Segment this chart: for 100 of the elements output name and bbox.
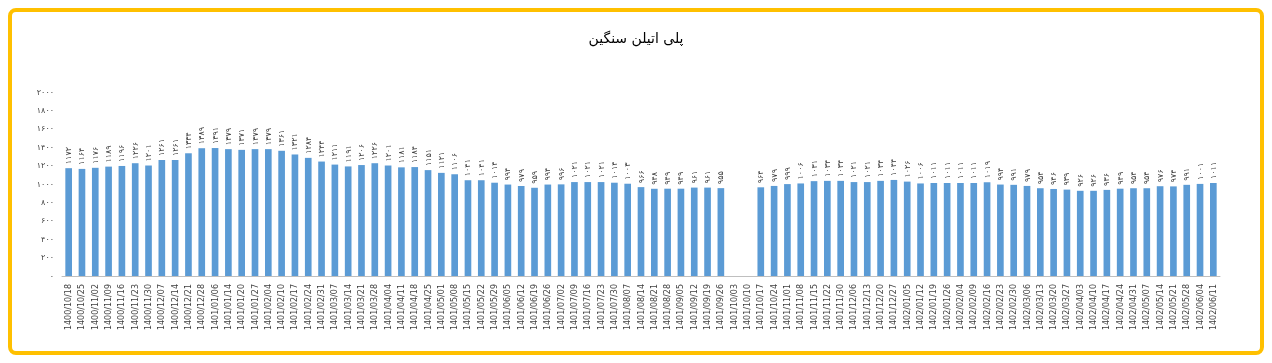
x-tick-label: 1401/09/12 bbox=[689, 284, 699, 331]
data-label: ۹۹۱ bbox=[1182, 167, 1192, 181]
x-tick-label: 1401/10/17 bbox=[756, 284, 766, 331]
data-label: ۹۷۹ bbox=[769, 169, 779, 182]
data-label: ۱۳۸۹ bbox=[197, 127, 207, 145]
x-tick-label: 1401/07/30 bbox=[609, 284, 619, 331]
data-label: ۱۳۳۴ bbox=[183, 132, 193, 150]
bar bbox=[78, 168, 86, 276]
x-tick-label: 1401/05/22 bbox=[476, 284, 486, 331]
data-label: ۱۲۰۶ bbox=[356, 143, 366, 162]
bar bbox=[717, 188, 725, 276]
data-label: ۱۲۶۱ bbox=[157, 138, 167, 156]
bar bbox=[690, 187, 698, 276]
data-label: ۹۲۶ bbox=[1089, 173, 1099, 187]
x-tick-label: 1401/03/14 bbox=[343, 284, 353, 331]
bar bbox=[637, 187, 645, 276]
bar bbox=[371, 163, 379, 276]
data-label: ۱۰۱۱ bbox=[955, 161, 965, 179]
bar bbox=[251, 149, 259, 276]
bar bbox=[238, 149, 246, 276]
data-label: ۱۱۸۴ bbox=[410, 145, 420, 164]
bar bbox=[917, 183, 924, 276]
bar bbox=[997, 184, 1004, 276]
bar bbox=[1196, 183, 1204, 276]
bar bbox=[158, 159, 166, 276]
bar bbox=[531, 187, 538, 276]
y-tick-label: ۶۰۰ bbox=[41, 216, 54, 226]
data-label: ۱۲۸۴ bbox=[303, 136, 313, 154]
bar bbox=[890, 179, 898, 276]
bar bbox=[464, 180, 472, 276]
x-tick-label: 1402/06/04 bbox=[1195, 284, 1205, 331]
data-label: ۱۲۶۱ bbox=[170, 138, 180, 156]
x-tick-label: 1401/06/05 bbox=[503, 284, 513, 331]
x-tick-label: 1401/10/03 bbox=[729, 284, 739, 331]
x-tick-label: 1401/06/26 bbox=[543, 284, 553, 331]
data-label: ۹۷۶ bbox=[1155, 169, 1165, 183]
data-label: ۹۹۶ bbox=[556, 167, 566, 181]
bar bbox=[877, 180, 884, 276]
data-label: ۱۱۶۴ bbox=[77, 147, 87, 165]
data-label: ۹۴۹ bbox=[663, 171, 673, 185]
data-label: ۱۲۴۴ bbox=[317, 140, 327, 158]
bar bbox=[131, 163, 139, 276]
bar bbox=[105, 166, 112, 276]
x-tick-label: 1401/08/21 bbox=[649, 284, 659, 331]
bar bbox=[1210, 182, 1217, 276]
x-tick-label: 1401/12/20 bbox=[876, 284, 886, 331]
data-label: ۱۰۱۱ bbox=[942, 161, 952, 179]
x-tick-label: 1401/05/08 bbox=[450, 284, 460, 331]
bar bbox=[384, 165, 392, 276]
x-tick-label: 1402/06/11 bbox=[1208, 284, 1218, 331]
x-tick-label: 1401/03/21 bbox=[356, 284, 366, 331]
bar bbox=[597, 182, 605, 276]
x-tick-label: 1401/01/06 bbox=[210, 284, 220, 331]
x-tick-label: 1400/11/02 bbox=[90, 284, 100, 331]
x-tick-label: 1401/12/06 bbox=[849, 284, 859, 331]
data-label: ۹۴۹ bbox=[676, 171, 686, 185]
data-label: ۹۲۶ bbox=[1075, 173, 1085, 187]
data-label: ۹۴۶ bbox=[1049, 172, 1059, 185]
x-tick-label: 1401/08/07 bbox=[623, 284, 633, 331]
x-tick-label: 1401/03/28 bbox=[370, 284, 380, 331]
bar bbox=[784, 184, 791, 276]
y-tick-label: ۲۰۰۰ bbox=[36, 87, 54, 97]
bar bbox=[810, 181, 818, 276]
bar bbox=[863, 182, 871, 276]
x-tick-label: 1401/04/11 bbox=[396, 284, 406, 331]
bar bbox=[557, 184, 565, 276]
x-tick-label: 1401/12/13 bbox=[862, 284, 872, 331]
bar bbox=[504, 184, 512, 276]
data-label: ۹۷۹ bbox=[1022, 169, 1032, 182]
data-label: ۱۰۰۶ bbox=[916, 162, 926, 180]
y-tick-label: ۰ bbox=[49, 271, 54, 281]
y-tick-label: ۱۰۰۰ bbox=[36, 179, 54, 189]
bar bbox=[544, 184, 552, 276]
x-tick-label: 1402/05/21 bbox=[1168, 284, 1178, 331]
bar bbox=[171, 159, 179, 276]
data-label: ۱۰۲۱ bbox=[596, 160, 606, 179]
x-tick-label: 1401/07/09 bbox=[569, 284, 579, 331]
x-tick-label: 1401/02/17 bbox=[290, 284, 300, 331]
bar bbox=[1130, 188, 1137, 276]
x-tick-label: 1401/07/02 bbox=[556, 284, 566, 331]
x-tick-label: 1401/06/12 bbox=[516, 284, 526, 331]
x-tick-label: 1401/09/05 bbox=[676, 284, 686, 331]
data-label: ۱۳۷۱ bbox=[237, 128, 247, 146]
y-tick-label: ۱۴۰۰ bbox=[36, 142, 54, 152]
data-label: ۱۳۹۱ bbox=[210, 126, 220, 145]
bar bbox=[571, 182, 578, 276]
data-label: ۱۱۷۲ bbox=[64, 146, 74, 165]
x-tick-label: 1400/12/28 bbox=[197, 284, 207, 331]
data-label: ۹۵۹ bbox=[530, 170, 540, 184]
x-tick-label: 1400/11/23 bbox=[130, 284, 140, 331]
x-tick-label: 1401/12/27 bbox=[889, 284, 899, 331]
bar bbox=[344, 166, 352, 276]
x-tick-label: 1401/02/04 bbox=[263, 284, 273, 331]
bar bbox=[1090, 190, 1097, 276]
data-label: ۱۰۱۴ bbox=[490, 161, 500, 179]
bar bbox=[930, 182, 938, 276]
bar bbox=[903, 181, 911, 276]
x-tick-label: 1401/02/31 bbox=[317, 284, 327, 331]
x-tick-label: 1400/10/18 bbox=[64, 284, 74, 331]
data-label: ۱۰۲۱ bbox=[569, 160, 579, 179]
